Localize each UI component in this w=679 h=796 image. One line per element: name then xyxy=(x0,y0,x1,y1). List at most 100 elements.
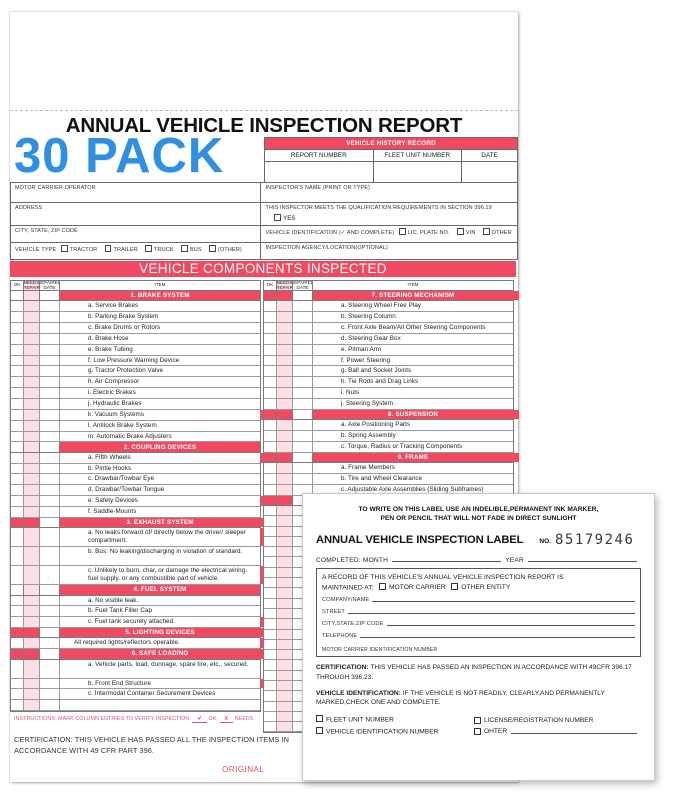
cell-ok[interactable] xyxy=(11,442,24,452)
cell-rd[interactable] xyxy=(293,484,313,495)
year-input-rule[interactable] xyxy=(527,560,637,563)
cell-ok[interactable] xyxy=(264,660,277,670)
cell-nr[interactable] xyxy=(24,689,40,700)
cell-ok[interactable] xyxy=(264,588,277,598)
cell-ok[interactable] xyxy=(11,377,24,388)
cell-ok[interactable] xyxy=(264,711,277,722)
cell-nr[interactable] xyxy=(24,301,40,312)
cell-nr[interactable] xyxy=(277,547,293,557)
cell-rd[interactable] xyxy=(40,485,60,496)
cell-nr[interactable] xyxy=(24,678,40,689)
cell-rd[interactable] xyxy=(40,431,60,442)
cell-ok[interactable] xyxy=(264,420,277,431)
cell-rd[interactable] xyxy=(40,528,60,547)
cell-nr[interactable] xyxy=(277,711,293,722)
cell-rd[interactable] xyxy=(40,678,60,689)
cell-rd[interactable] xyxy=(40,649,60,659)
cell-rd[interactable] xyxy=(293,463,313,473)
cell-nr[interactable] xyxy=(24,420,40,431)
cell-nr[interactable] xyxy=(24,355,40,366)
cell-ok[interactable] xyxy=(264,670,277,680)
cell-ok[interactable] xyxy=(264,547,277,557)
cell-nr[interactable] xyxy=(24,585,40,595)
cell-rd[interactable] xyxy=(40,399,60,409)
cell-nr[interactable] xyxy=(24,617,40,628)
city-state-zip-field[interactable]: CITY, STATE, ZIP CODE xyxy=(11,226,262,242)
cell-nr[interactable] xyxy=(277,431,293,441)
cell-nr[interactable] xyxy=(277,588,293,598)
cell-ok[interactable] xyxy=(264,639,277,650)
cell-ok[interactable] xyxy=(11,344,24,355)
company-input-rule[interactable] xyxy=(372,600,635,602)
cell-rd[interactable] xyxy=(293,333,313,344)
cell-rd[interactable] xyxy=(40,355,60,366)
cell-rd[interactable] xyxy=(40,323,60,333)
cell-nr[interactable] xyxy=(277,301,293,312)
cell-rd[interactable] xyxy=(40,301,60,312)
cell-ok[interactable] xyxy=(264,333,277,344)
cell-ok[interactable] xyxy=(264,344,277,355)
cell-nr[interactable] xyxy=(277,366,293,377)
cell-nr[interactable] xyxy=(277,344,293,355)
cell-rd[interactable] xyxy=(40,606,60,617)
label-option-other-entity[interactable]: OTHER ENTITY xyxy=(451,582,510,591)
label-check-vehicle-identification-number[interactable]: VEHICLE IDENTIFICATION NUMBER xyxy=(316,726,474,735)
cell-ok[interactable] xyxy=(11,649,24,659)
label-field-telephone[interactable]: TELEPHONE xyxy=(322,633,635,639)
cell-nr[interactable] xyxy=(277,516,293,526)
cell-ok[interactable] xyxy=(11,355,24,366)
cell-nr[interactable] xyxy=(277,505,293,516)
cell-rd[interactable] xyxy=(40,474,60,485)
qualification-yes-checkbox[interactable]: YES xyxy=(265,214,514,222)
cell-nr[interactable] xyxy=(24,323,40,333)
cell-nr[interactable] xyxy=(277,567,293,578)
cell-rd[interactable] xyxy=(40,628,60,638)
cell-rd[interactable] xyxy=(40,291,60,301)
cell-nr[interactable] xyxy=(277,629,293,639)
cell-nr[interactable] xyxy=(277,639,293,650)
vid-option-vin[interactable]: VIN xyxy=(457,228,475,236)
month-input-rule[interactable] xyxy=(392,560,502,563)
cell-rd[interactable] xyxy=(40,595,60,606)
cell-ok[interactable] xyxy=(264,536,277,547)
cell-nr[interactable] xyxy=(24,517,40,528)
cell-ok[interactable] xyxy=(264,463,277,473)
cell-ok[interactable] xyxy=(264,366,277,377)
cell-ok[interactable] xyxy=(264,399,277,409)
cell-ok[interactable] xyxy=(264,691,277,701)
cell-nr[interactable] xyxy=(24,485,40,496)
cell-rd[interactable] xyxy=(293,473,313,484)
vid-option-other[interactable]: OTHER xyxy=(483,228,512,236)
vehicle-type-other[interactable]: (OTHER) xyxy=(209,245,242,253)
cell-nr[interactable] xyxy=(24,528,40,547)
label-field-company[interactable]: COMPANY/NAME xyxy=(322,597,635,603)
cell-nr[interactable] xyxy=(277,473,293,484)
cell-ok[interactable] xyxy=(264,722,277,732)
cell-ok[interactable] xyxy=(264,608,277,619)
cell-ok[interactable] xyxy=(11,409,24,420)
cell-nr[interactable] xyxy=(277,441,293,452)
cell-nr[interactable] xyxy=(277,660,293,670)
cell-nr[interactable] xyxy=(24,547,40,566)
inspection-agency-field[interactable]: INSPECTION AGENCY/LOCATION(OPTIONAL) xyxy=(261,243,517,259)
cell-ok[interactable] xyxy=(264,301,277,312)
report-number-field[interactable] xyxy=(265,161,374,189)
cell-nr[interactable] xyxy=(24,606,40,617)
cell-ok[interactable] xyxy=(11,585,24,595)
cell-ok[interactable] xyxy=(11,485,24,496)
cell-nr[interactable] xyxy=(277,691,293,701)
cell-ok[interactable] xyxy=(11,547,24,566)
cell-ok[interactable] xyxy=(264,598,277,608)
cell-ok[interactable] xyxy=(11,388,24,399)
cell-ok[interactable] xyxy=(11,606,24,617)
label-field-city-state-zip[interactable]: CITY,STATE,ZIP CODE xyxy=(322,621,635,627)
cell-ok[interactable] xyxy=(264,323,277,333)
cell-nr[interactable] xyxy=(277,670,293,680)
vehicle-type-tractor[interactable]: TRACTOR xyxy=(58,245,97,253)
cell-rd[interactable] xyxy=(293,301,313,312)
cell-rd[interactable] xyxy=(40,463,60,474)
cell-ok[interactable] xyxy=(11,700,24,710)
cell-nr[interactable] xyxy=(277,650,293,660)
cell-nr[interactable] xyxy=(277,526,293,536)
cell-nr[interactable] xyxy=(277,323,293,333)
